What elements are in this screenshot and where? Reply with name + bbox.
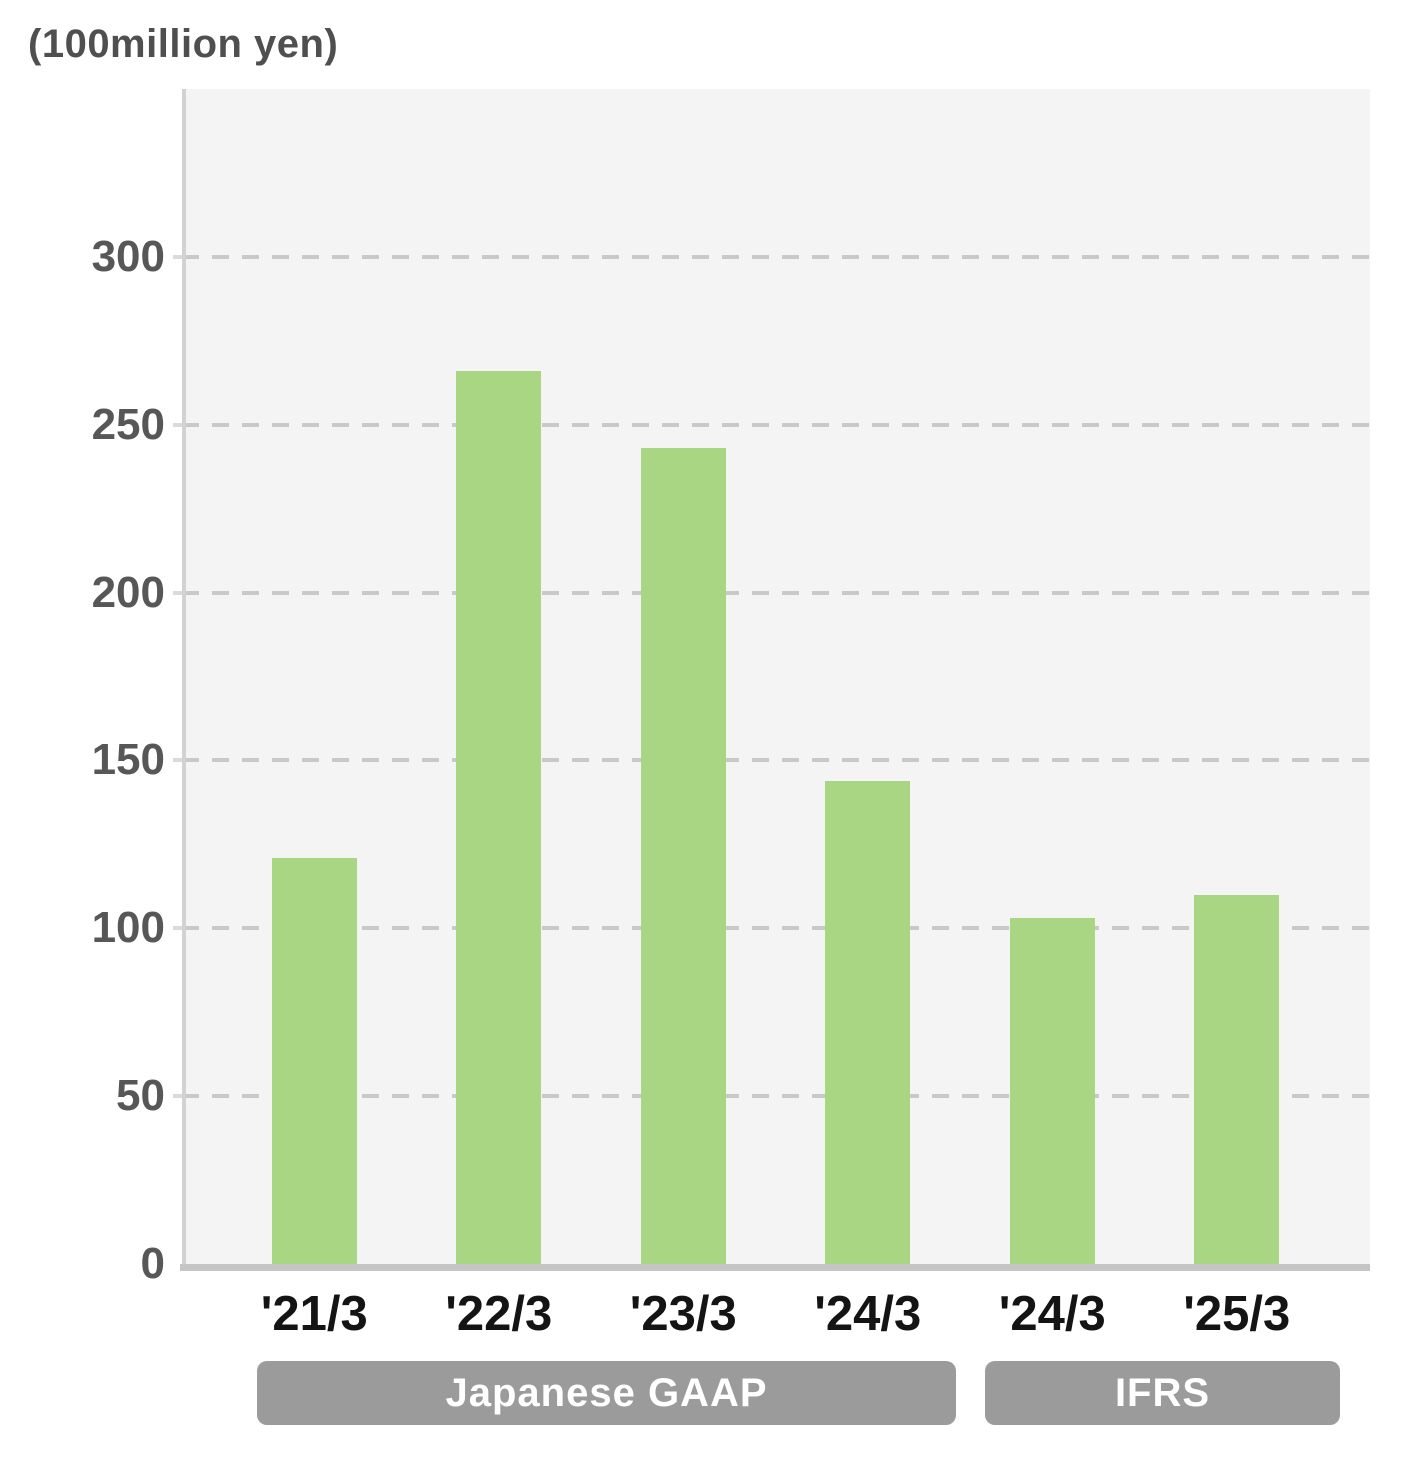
x-axis-line xyxy=(180,1264,1370,1271)
bar-slot-5 xyxy=(1145,89,1330,1264)
gridline-300 xyxy=(173,254,1370,259)
gridline-150 xyxy=(173,758,1370,763)
x-tick-label-2: '23/3 xyxy=(629,1287,737,1341)
gridline-100 xyxy=(173,926,1370,931)
group-label-ifrs-text: IFRS xyxy=(1114,1370,1211,1415)
group-label-japanese-gaap-text: Japanese GAAP xyxy=(445,1370,768,1415)
y-tick-mark-300 xyxy=(173,254,182,259)
x-tick-label-4: '24/3 xyxy=(998,1287,1106,1341)
bar-243-3 xyxy=(825,780,911,1264)
bar-223-1 xyxy=(456,371,542,1264)
gridline-50 xyxy=(173,1094,1370,1099)
x-tick-label-1: '22/3 xyxy=(445,1287,553,1341)
bar-243-4 xyxy=(1009,918,1095,1264)
bar-slot-4 xyxy=(960,89,1145,1264)
x-tick-label-5: '25/3 xyxy=(1183,1287,1291,1341)
y-tick-mark-200 xyxy=(173,590,182,595)
gridline-200 xyxy=(173,590,1370,595)
bar-slot-2 xyxy=(591,89,776,1264)
y-tick-label-50: 50 xyxy=(116,1071,165,1121)
y-tick-label-200: 200 xyxy=(91,567,165,617)
y-tick-label-150: 150 xyxy=(91,735,165,785)
gridline-250 xyxy=(173,422,1370,427)
y-tick-mark-150 xyxy=(173,758,182,763)
bar-233-2 xyxy=(640,448,726,1264)
bars-layer xyxy=(182,89,1370,1264)
y-tick-label-250: 250 xyxy=(91,399,165,449)
y-axis-line xyxy=(182,89,186,1264)
y-tick-mark-100 xyxy=(173,926,182,931)
bar-slot-3 xyxy=(776,89,961,1264)
plot-area xyxy=(173,89,1370,1264)
bar-253-5 xyxy=(1194,894,1280,1264)
group-label-japanese-gaap: Japanese GAAP xyxy=(257,1361,956,1425)
y-tick-label-0: 0 xyxy=(140,1239,165,1288)
x-tick-label-3: '24/3 xyxy=(814,1287,922,1341)
axis-unit-label: (100million yen) xyxy=(28,22,339,66)
group-label-ifrs: IFRS xyxy=(985,1361,1340,1425)
y-tick-label-300: 300 xyxy=(91,231,165,281)
y-axis-tick-labels: 0 50 100 150 200 250 300 xyxy=(0,89,165,1285)
bar-slot-0 xyxy=(222,89,407,1264)
x-axis-tick-labels: '21/3 '22/3 '23/3 '24/3 '24/3 '25/3 xyxy=(182,1284,1370,1344)
y-tick-mark-50 xyxy=(173,1094,182,1099)
y-tick-label-100: 100 xyxy=(91,903,165,953)
bar-213-0 xyxy=(271,857,357,1264)
x-tick-label-0: '21/3 xyxy=(260,1287,368,1341)
bar-slot-1 xyxy=(407,89,592,1264)
y-tick-mark-250 xyxy=(173,422,182,427)
